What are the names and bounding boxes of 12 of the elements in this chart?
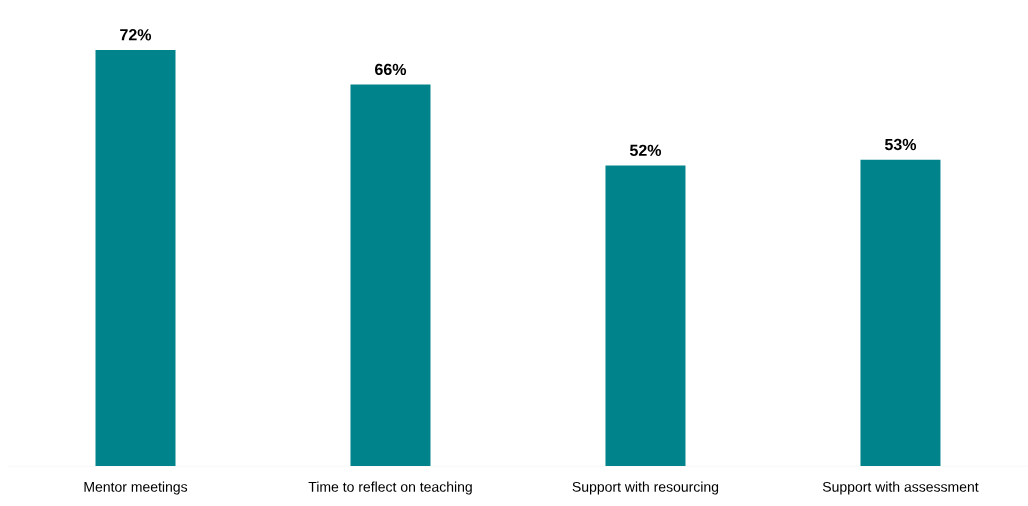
- data-label: 66%: [375, 63, 407, 76]
- bar: [350, 84, 431, 466]
- data-label: 72%: [120, 29, 152, 41]
- x-tick-label: Support with resourcing: [572, 481, 719, 495]
- data-label: 52%: [629, 144, 662, 156]
- x-tick-label: Time to reflect on teaching: [308, 481, 472, 495]
- bar: [605, 165, 686, 466]
- bar: [95, 49, 176, 466]
- x-tick-label: Mentor meetings: [84, 481, 188, 495]
- data-label: 53%: [884, 138, 917, 151]
- x-tick-label: Support with assessment: [822, 481, 979, 495]
- bar: [860, 159, 941, 466]
